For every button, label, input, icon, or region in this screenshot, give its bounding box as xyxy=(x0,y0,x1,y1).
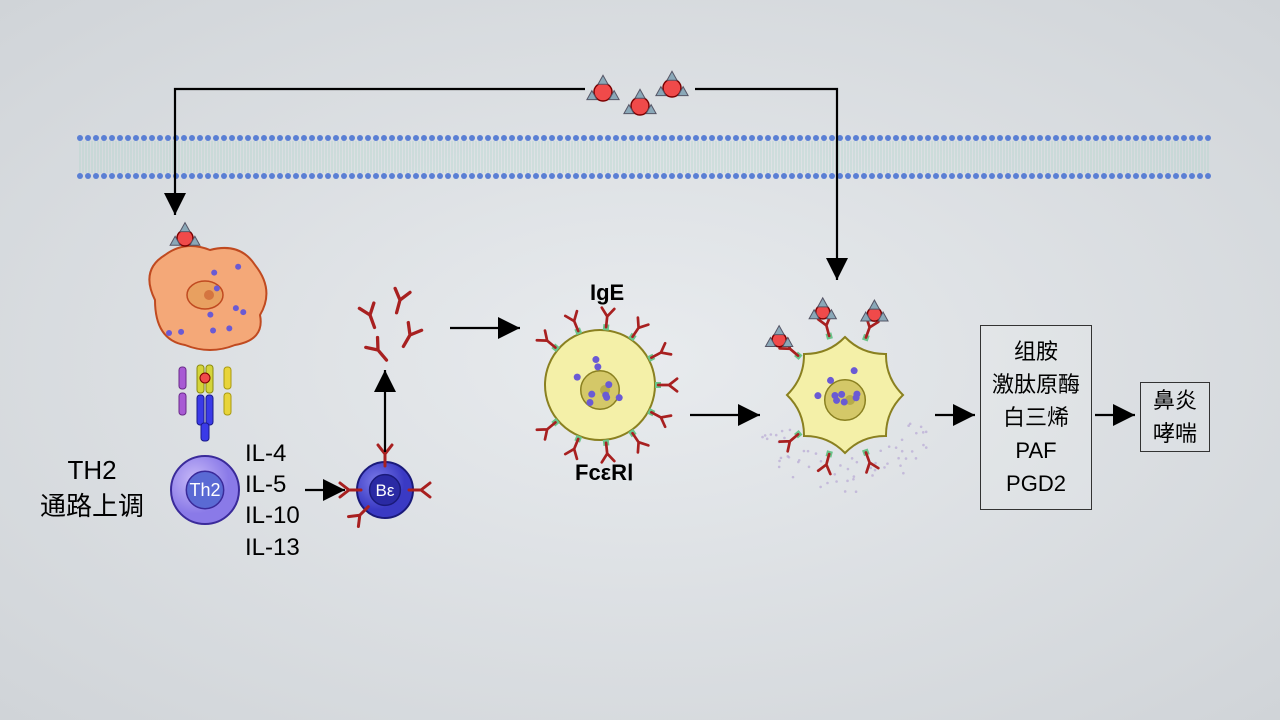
mediator-item: 白三烯 xyxy=(1003,401,1069,434)
mediator-item: 组胺 xyxy=(1014,335,1058,368)
fceri-label: FcεRⅠ xyxy=(575,460,634,486)
outcome-item: 哮喘 xyxy=(1153,417,1197,450)
mediator-item: 激肽原酶 xyxy=(992,368,1080,401)
cytokines-label: IL-4IL-5IL-10IL-13 xyxy=(245,438,300,563)
cytokine-item: IL-4 xyxy=(245,438,300,469)
svg-text:Th2: Th2 xyxy=(189,480,220,500)
ige-label: IgE xyxy=(590,280,624,306)
outcome-item: 鼻炎 xyxy=(1153,384,1197,417)
cytokine-item: IL-10 xyxy=(245,500,300,531)
mediators-box: 组胺激肽原酶白三烯PAFPGD2 xyxy=(980,325,1092,510)
th2-pathway-label: TH2 通路上调 xyxy=(40,455,144,523)
mediator-item: PAF xyxy=(1015,434,1056,467)
outcome-box: 鼻炎哮喘 xyxy=(1140,382,1210,452)
cytokine-item: IL-13 xyxy=(245,532,300,563)
upregulation-text: 通路上调 xyxy=(40,486,144,523)
mediator-item: PGD2 xyxy=(1006,467,1066,500)
svg-text:Bε: Bε xyxy=(376,481,395,500)
th2-text: TH2 xyxy=(40,455,144,486)
cytokine-item: IL-5 xyxy=(245,469,300,500)
